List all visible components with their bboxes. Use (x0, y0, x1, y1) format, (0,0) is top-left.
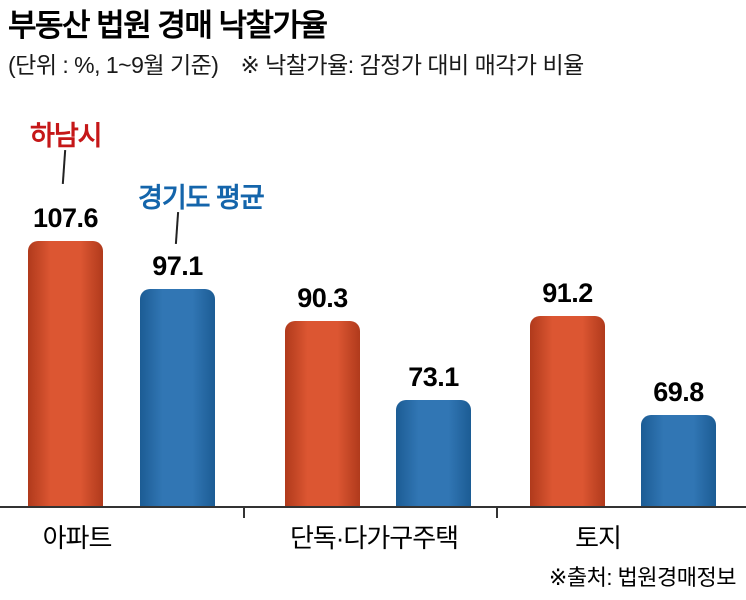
bar-hanam (28, 241, 103, 506)
hanam-callout-line (61, 149, 67, 185)
value-label: 69.8 (653, 377, 704, 407)
chart-subtitle: (단위 : %, 1~9월 기준) ※ 낙찰가율: 감정가 대비 매각가 비율 (8, 46, 584, 80)
value-label: 107.6 (32, 203, 99, 233)
axis-tick-1 (243, 508, 245, 518)
bar-gyeonggi (140, 289, 215, 506)
source-note: ※출처: 법원경매정보 (548, 565, 737, 590)
legend-label-hanam: 하남시 (30, 121, 103, 151)
value-label: 97.1 (152, 251, 203, 281)
category-label: 단독·다가구주택 (289, 523, 459, 553)
bar-gyeonggi (641, 415, 716, 506)
x-axis-line (0, 506, 746, 508)
value-label: 91.2 (542, 278, 593, 308)
category-label: 아파트 (42, 523, 113, 553)
category-label: 토지 (575, 523, 622, 553)
legend-label-gyeonggi: 경기도 평균 (138, 183, 265, 213)
definition-note: ※ 낙찰가율: 감정가 대비 매각가 비율 (240, 52, 584, 78)
axis-tick-2 (496, 508, 498, 518)
value-label: 90.3 (297, 283, 348, 313)
gyeonggi-callout-line (174, 211, 180, 245)
value-label: 73.1 (408, 362, 459, 392)
unit-note: (단위 : %, 1~9월 기준) (8, 52, 219, 78)
bar-hanam (285, 321, 360, 506)
bar-hanam (530, 316, 605, 506)
bar-gyeonggi (396, 400, 471, 506)
chart-title: 부동산 법원 경매 낙찰가율 (8, 8, 328, 43)
